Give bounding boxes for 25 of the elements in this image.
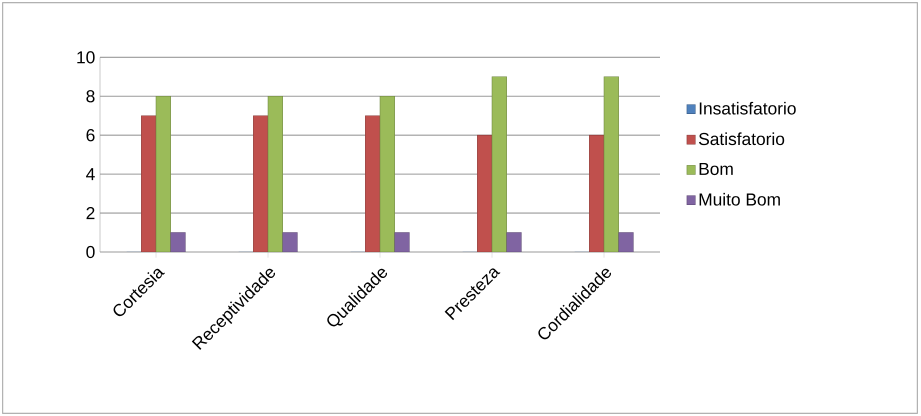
legend-label: Insatisfatorio (700, 102, 796, 115)
legend-label: Muito Bom (700, 192, 780, 206)
bar (477, 134, 492, 252)
y-tick-label: 6 (86, 129, 95, 142)
y-tick-label: 2 (86, 207, 94, 220)
bar (282, 232, 298, 252)
bar (604, 76, 619, 252)
y-tick-label: 0 (86, 246, 95, 258)
bar (506, 232, 522, 252)
bar (268, 96, 283, 252)
bar (492, 76, 507, 252)
bar (618, 232, 634, 252)
bar (365, 115, 380, 252)
bar (589, 134, 604, 252)
bar (394, 232, 410, 252)
y-tick-label: 8 (86, 90, 95, 102)
legend-label: Satisfatorio (699, 132, 784, 146)
legend-label: Bom (700, 162, 733, 176)
bar (380, 96, 395, 252)
bar (141, 115, 156, 252)
y-tick-label: 4 (86, 168, 95, 180)
bar (156, 96, 171, 252)
bar (170, 232, 186, 252)
y-tick-label: 10 (77, 51, 95, 64)
bar (253, 115, 268, 252)
